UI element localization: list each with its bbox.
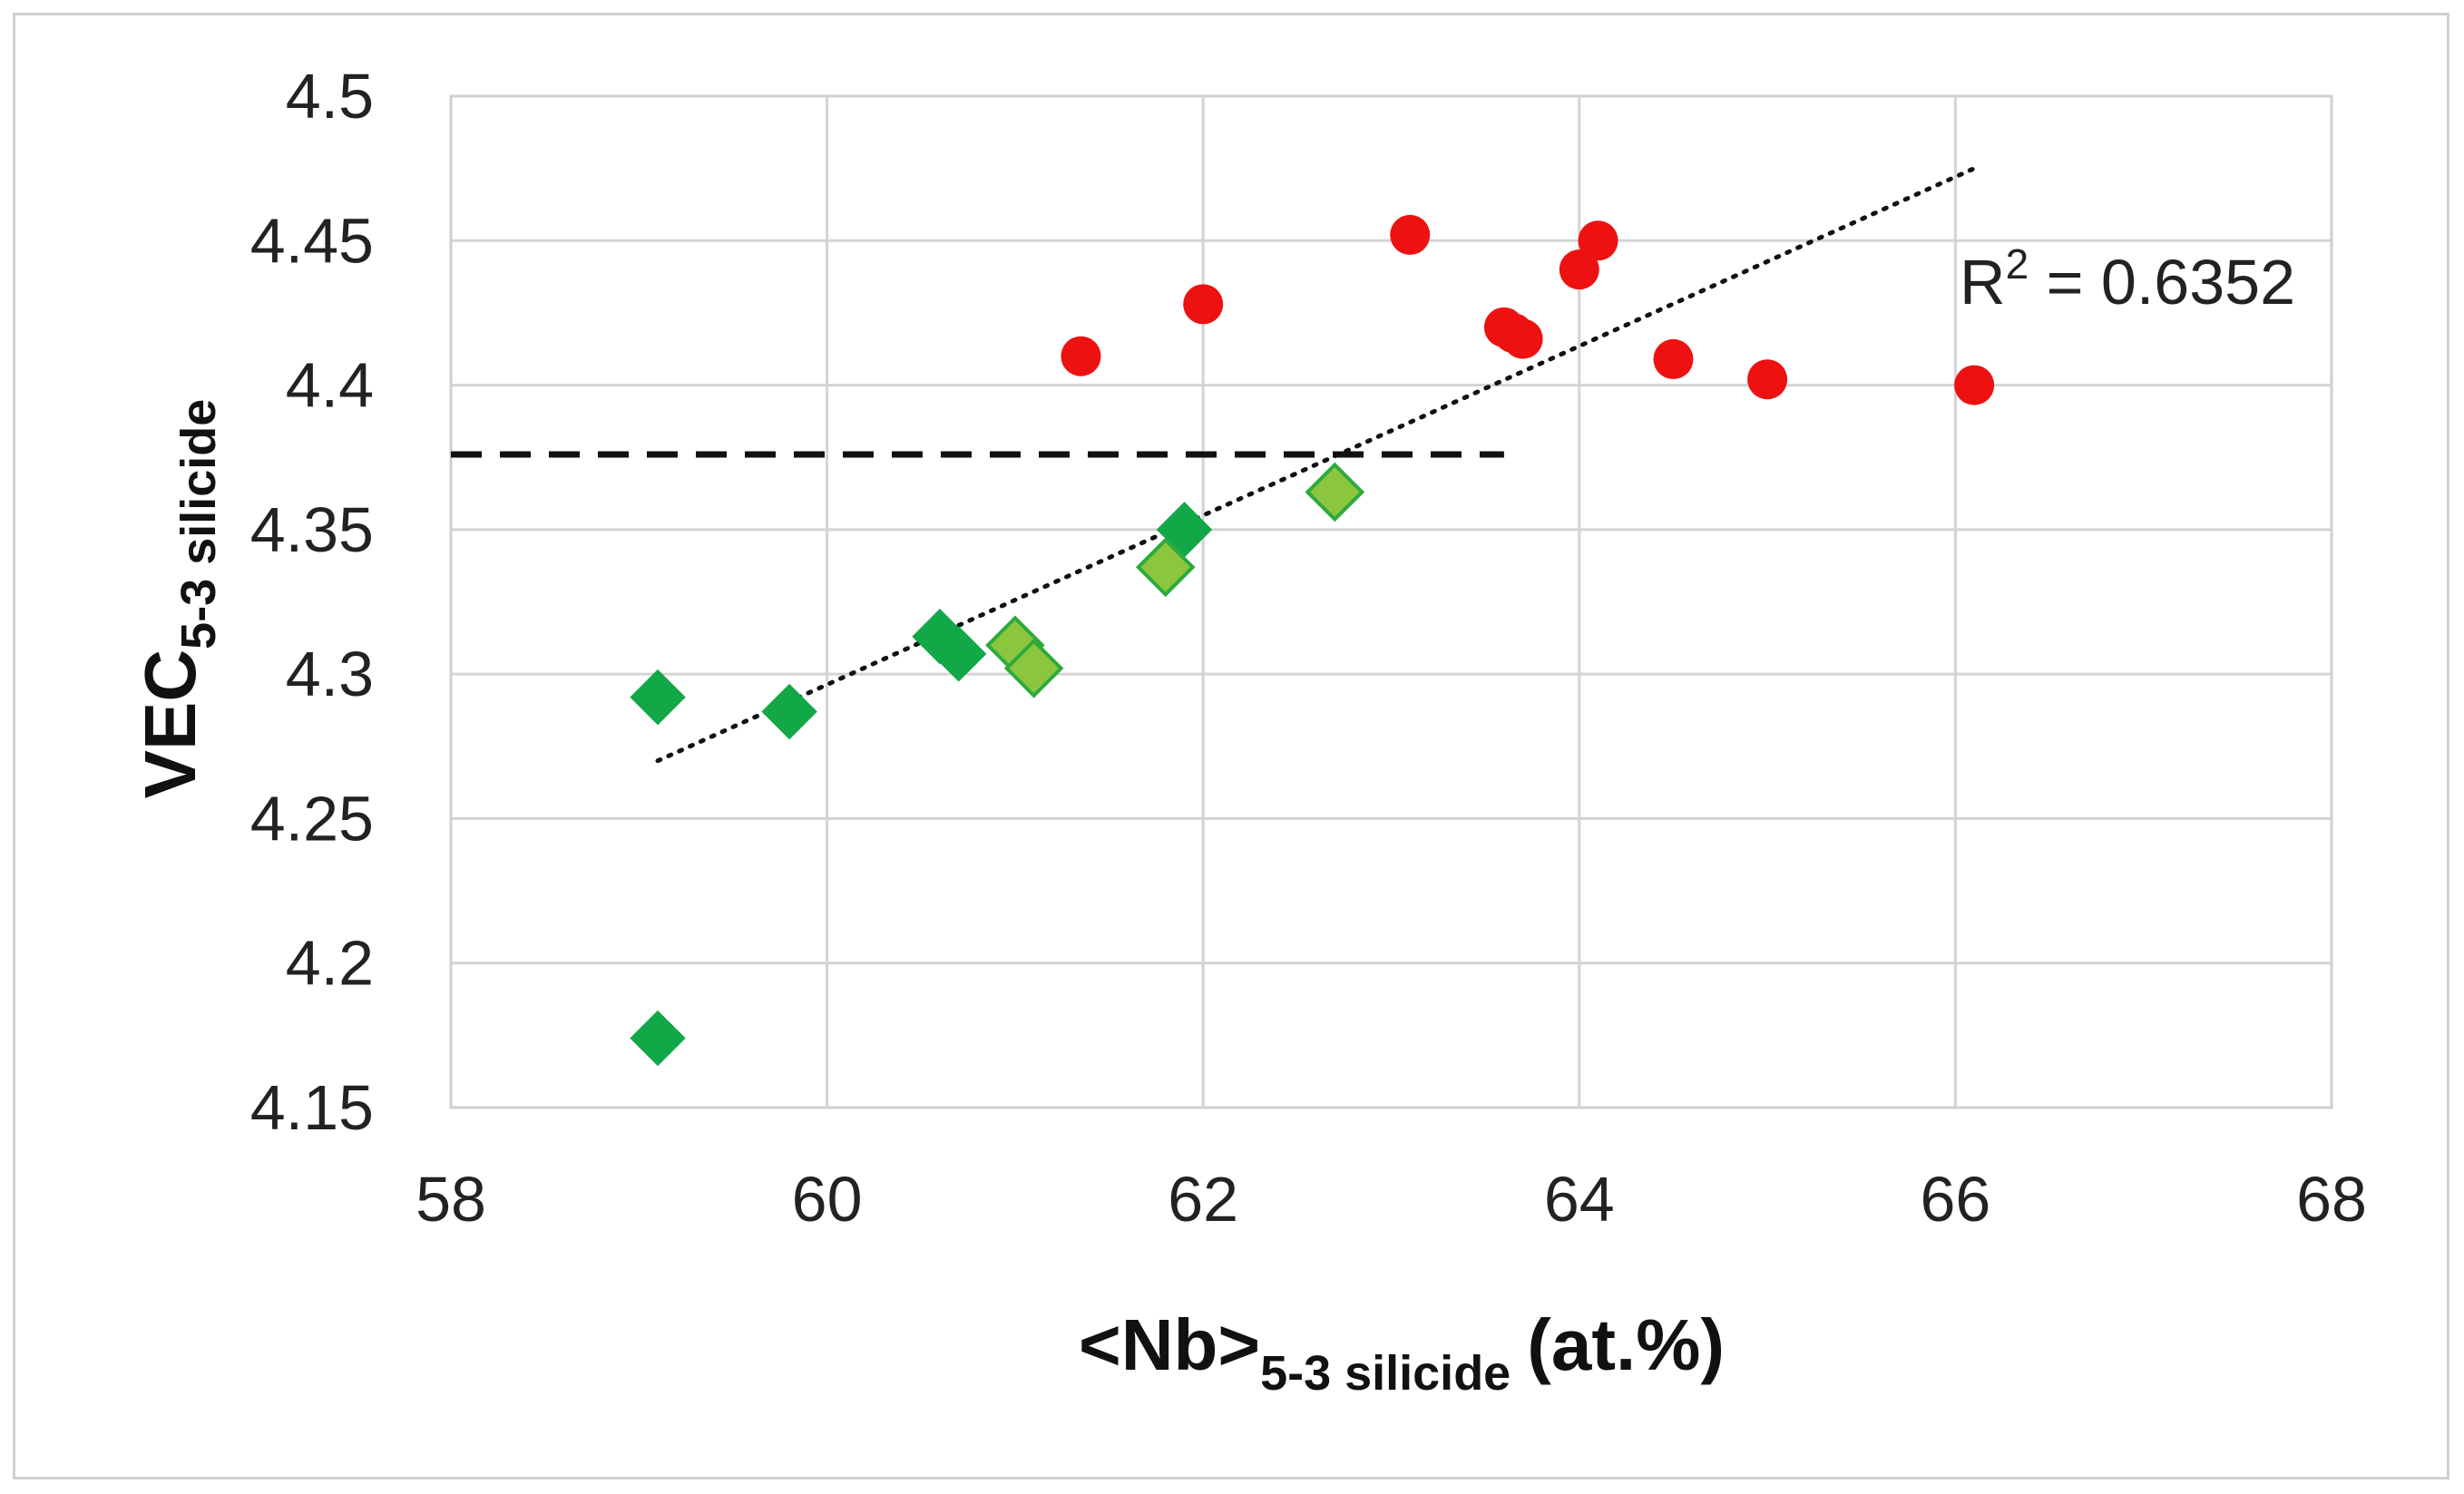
chart-frame xyxy=(13,13,2449,1479)
red-circles-point-6 xyxy=(1559,249,1599,290)
dark-green-diamonds-point-2 xyxy=(761,683,817,740)
red-circles-point-10 xyxy=(1954,365,1995,405)
red-circles-point-5 xyxy=(1502,318,1543,359)
y-axis-title-main: VEC xyxy=(130,649,210,799)
red-circles-point-2 xyxy=(1390,214,1431,255)
x-tick-labels: 58 60 62 64 66 68 xyxy=(416,1164,2367,1235)
red-circles-point-1 xyxy=(1183,284,1224,325)
r-squared-annotation: R2 = 0.6352 xyxy=(1960,240,2295,317)
plot-area-border xyxy=(449,94,2333,1109)
dark-green-diamonds-point-1 xyxy=(630,1010,686,1067)
light-green-diamonds-point-3 xyxy=(1305,462,1365,522)
x-tick-label-58: 58 xyxy=(416,1164,486,1235)
x-axis-title-subscript: 5-3 silicide xyxy=(1260,1346,1511,1401)
r-squared-r: R xyxy=(1960,247,2006,317)
trendline-dotted xyxy=(655,166,1977,764)
x-axis-title-main: <Nb> xyxy=(1079,1304,1260,1385)
trendline-layer xyxy=(655,166,1977,764)
light-green-diamonds-point-1 xyxy=(1003,638,1064,698)
y-tick-labels: 4.15 4.2 4.25 4.3 4.35 4.4 4.45 4.5 xyxy=(250,61,374,1143)
y-tick-label-4.25: 4.25 xyxy=(250,783,374,854)
y-axis-title: VEC5-3 silicide xyxy=(130,399,226,799)
light-green-diamonds-point-2 xyxy=(1135,537,1196,598)
y-tick-label-4.4: 4.4 xyxy=(286,350,374,421)
y-tick-label-4.35: 4.35 xyxy=(250,494,374,565)
red-circles-point-8 xyxy=(1653,338,1694,379)
y-tick-label-4.2: 4.2 xyxy=(286,928,374,999)
red-circles-point-0 xyxy=(1061,336,1101,376)
x-axis-title: <Nb>5-3 silicide (at.%) xyxy=(1079,1304,1725,1401)
x-tick-label-60: 60 xyxy=(792,1164,863,1235)
x-tick-label-64: 64 xyxy=(1544,1164,1615,1235)
points-layer xyxy=(630,214,1995,1067)
x-tick-label-66: 66 xyxy=(1920,1164,1990,1235)
y-tick-label-4.5: 4.5 xyxy=(286,61,374,132)
red-circles-point-7 xyxy=(1578,220,1618,261)
r-squared-value: = 0.6352 xyxy=(2029,247,2295,317)
x-tick-label-68: 68 xyxy=(2296,1164,2367,1235)
y-axis-title-subscript: 5-3 silicide xyxy=(171,399,226,649)
r-squared-superscript: 2 xyxy=(2006,240,2029,288)
y-tick-label-4.15: 4.15 xyxy=(250,1072,374,1143)
y-tick-label-4.45: 4.45 xyxy=(250,205,374,276)
dark-green-diamonds-point-4 xyxy=(931,626,987,682)
red-circles-point-9 xyxy=(1747,359,1788,400)
dark-green-diamonds-point-0 xyxy=(630,669,686,726)
y-tick-label-4.3: 4.3 xyxy=(286,639,374,709)
x-tick-label-62: 62 xyxy=(1168,1164,1238,1235)
x-axis-title-suffix: (at.%) xyxy=(1527,1304,1725,1385)
